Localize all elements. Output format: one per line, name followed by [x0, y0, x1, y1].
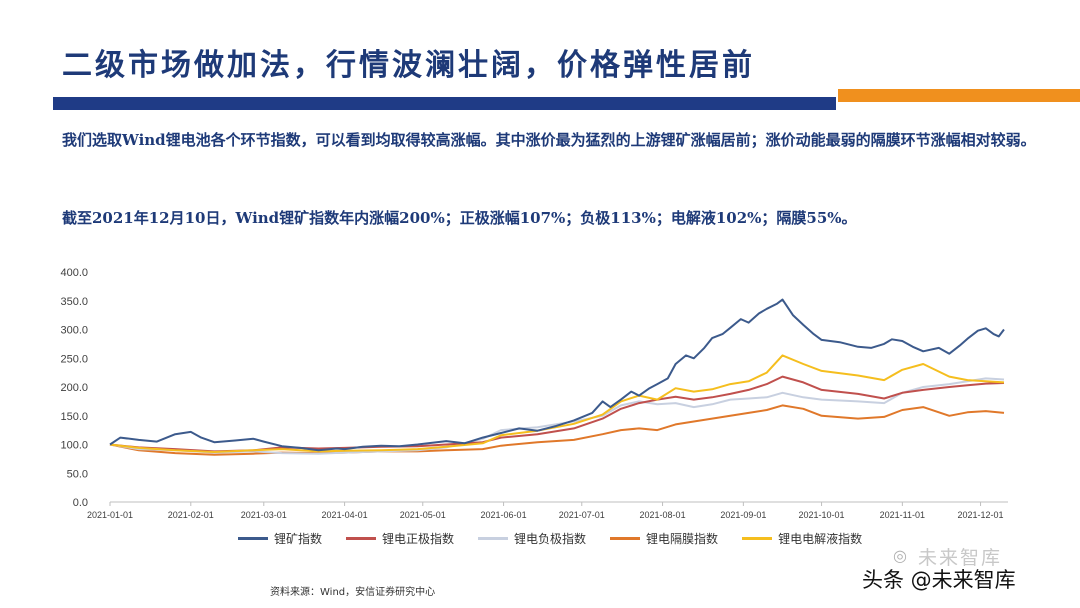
watermark: 头条 @未来智库 — [862, 568, 1016, 592]
legend-item: 锂电隔膜指数 — [610, 530, 718, 547]
line-chart: 0.0 50.0 100.0 150.0 200.0 250.0 300.0 350.0 400… — [60, 267, 1008, 520]
legend-swatch — [346, 537, 377, 540]
title-underline-orange — [838, 89, 1080, 102]
x-tick-label: 2021-10-01 — [799, 510, 845, 520]
x-tick-label: 2021-09-01 — [720, 510, 766, 520]
x-tick-label: 2021-01-01 — [87, 510, 133, 520]
y-tick-label: 50.0 — [67, 468, 88, 480]
stats-paragraph: 截至2021年12月10日，Wind锂矿指数年内涨幅200%；正极涨幅107%；… — [62, 209, 857, 227]
chart-legend: 锂矿指数 锂电正极指数 锂电负极指数 锂电隔膜指数 锂电电解液指数 — [238, 530, 862, 547]
legend-item: 锂矿指数 — [238, 530, 322, 547]
legend-label: 锂电正极指数 — [382, 532, 455, 546]
x-tick-label: 2021-12-01 — [958, 510, 1004, 520]
series-line-2 — [109, 377, 1005, 455]
legend-label: 锂电隔膜指数 — [646, 532, 719, 546]
legend-item: 锂电电解液指数 — [742, 530, 862, 547]
x-tick-label: 2021-02-01 — [168, 510, 214, 520]
y-tick-label: 150.0 — [60, 411, 88, 423]
x-tick-label: 2021-08-01 — [640, 510, 686, 520]
y-tick-label: 350.0 — [60, 296, 88, 308]
legend-item: 锂电正极指数 — [346, 530, 454, 547]
legend-swatch — [238, 537, 268, 540]
summary-paragraph: 我们选取Wind锂电池各个环节指数，可以看到均取得较高涨幅。其中涨价最为猛烈的上… — [62, 131, 1036, 149]
series-line-0 — [109, 298, 1005, 452]
title-underline-blue — [53, 97, 836, 110]
series-line-1 — [109, 375, 1005, 453]
legend-label: 锂矿指数 — [274, 532, 323, 546]
series-line-4 — [109, 354, 1005, 453]
y-tick-label: 250.0 — [60, 353, 88, 365]
legend-swatch — [478, 537, 509, 540]
legend-item: 锂电负极指数 — [478, 530, 586, 547]
legend-swatch — [610, 537, 641, 540]
wechat-icon: ◎ — [893, 546, 907, 565]
y-tick-label: 200.0 — [60, 382, 88, 394]
y-tick-label: 0.0 — [73, 497, 88, 509]
x-tick-label: 2021-03-01 — [241, 510, 287, 520]
watermark-faint: 未来智库 — [918, 547, 1003, 569]
page-title: 二级市场做加法，行情波澜壮阔，价格弹性居前 — [62, 48, 755, 83]
x-tick-label: 2021-06-01 — [481, 510, 527, 520]
x-tick-label: 2021-05-01 — [400, 510, 446, 520]
source-note: 资料来源：Wind，安信证券研究中心 — [270, 587, 436, 598]
y-tick-label: 300.0 — [60, 325, 88, 337]
y-tick-label: 100.0 — [60, 440, 88, 452]
x-tick-label: 2021-07-01 — [559, 510, 605, 520]
legend-label: 锂电电解液指数 — [778, 532, 863, 546]
legend-label: 锂电负极指数 — [514, 532, 587, 546]
x-tick-label: 2021-04-01 — [322, 510, 368, 520]
legend-swatch — [742, 537, 773, 540]
y-tick-label: 400.0 — [60, 267, 88, 279]
x-tick-label: 2021-11-01 — [880, 510, 925, 520]
